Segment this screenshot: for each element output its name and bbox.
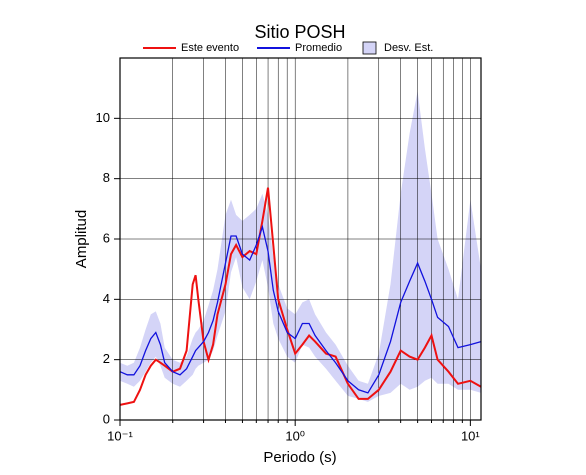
x-tick-label: 10⁰: [285, 428, 305, 443]
std-band: [120, 91, 481, 402]
x-tick-label: 10¹: [461, 428, 480, 443]
legend-swatch: [362, 41, 377, 55]
y-tick-label: 4: [103, 291, 110, 306]
y-axis-label: Amplitud: [73, 210, 90, 268]
legend-label: Promedio: [295, 42, 342, 54]
y-tick-label: 10: [96, 110, 110, 125]
series-line: [119, 224, 482, 394]
legend-label: Desv. Est.: [384, 42, 433, 54]
y-tick-label: 8: [103, 170, 110, 185]
series-line: [119, 187, 482, 406]
x-axis-label: Periodo (s): [263, 449, 336, 466]
y-tick-label: 6: [103, 230, 110, 245]
legend-label: Este evento: [181, 42, 239, 54]
x-tick-label: 10⁻¹: [107, 428, 133, 443]
y-tick-label: 0: [103, 411, 110, 426]
chart-title: Sitio POSH: [254, 22, 345, 42]
plot-frame: [119, 57, 482, 421]
y-tick-label: 2: [103, 351, 110, 366]
